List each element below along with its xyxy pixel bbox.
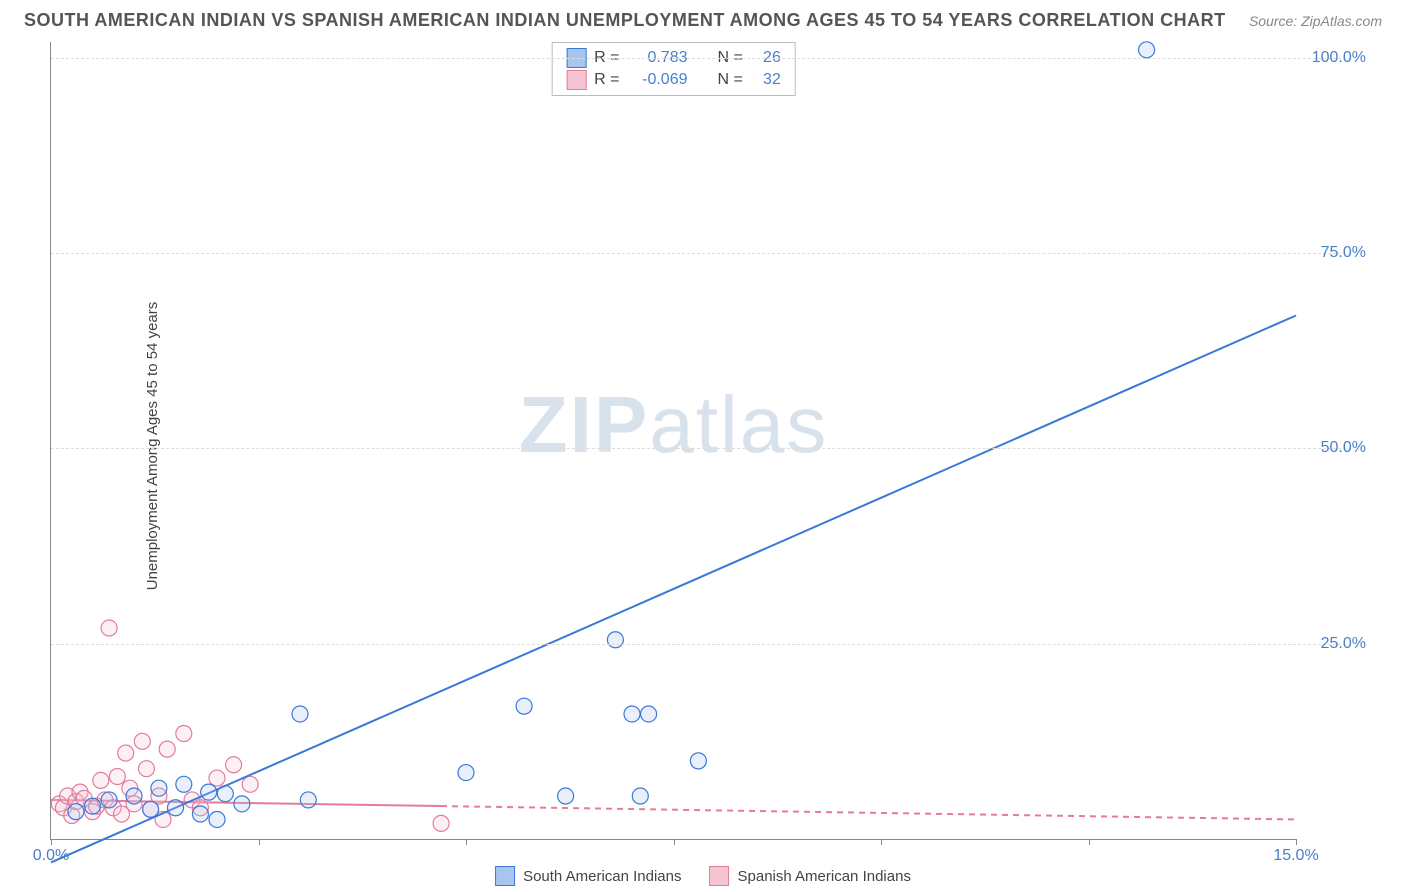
x-tick: [51, 839, 52, 845]
legend-swatch-b: [710, 866, 730, 886]
stat-n-value: 32: [751, 71, 781, 89]
x-tick-label: 15.0%: [1273, 847, 1318, 865]
scatter-svg: [51, 42, 1296, 839]
stats-row: R = -0.069 N = 32: [552, 69, 795, 91]
legend-label-a: South American Indians: [523, 868, 681, 885]
stat-r-label: R =: [594, 71, 619, 89]
x-tick: [259, 839, 260, 845]
x-tick: [1296, 839, 1297, 845]
gridline: [51, 448, 1351, 449]
legend-item-a: South American Indians: [495, 866, 681, 886]
chart-source: Source: ZipAtlas.com: [1249, 13, 1382, 29]
y-tick-label: 25.0%: [1321, 635, 1366, 653]
y-tick-label: 50.0%: [1321, 439, 1366, 457]
y-tick-label: 75.0%: [1321, 244, 1366, 262]
stat-n-label: N =: [718, 71, 743, 89]
bottom-legend: South American Indians Spanish American …: [495, 866, 911, 886]
gridline: [51, 644, 1351, 645]
gridline: [51, 253, 1351, 254]
legend-item-b: Spanish American Indians: [710, 866, 911, 886]
legend-label-b: Spanish American Indians: [738, 868, 911, 885]
x-tick-label: 0.0%: [33, 847, 69, 865]
y-tick-label: 100.0%: [1312, 49, 1366, 67]
stat-r-value: -0.069: [628, 71, 688, 89]
stats-box: R =0.783N =26R =-0.069N =32: [551, 42, 796, 96]
chart-plot-area: ZIPatlas R =0.783N =26R =-0.069N =32 25.…: [50, 42, 1296, 840]
gridline: [51, 58, 1351, 59]
chart-title: SOUTH AMERICAN INDIAN VS SPANISH AMERICA…: [24, 10, 1226, 31]
x-tick: [466, 839, 467, 845]
x-tick: [881, 839, 882, 845]
legend-swatch-a: [495, 866, 515, 886]
x-tick: [674, 839, 675, 845]
chart-header: SOUTH AMERICAN INDIAN VS SPANISH AMERICA…: [0, 0, 1406, 35]
stats-swatch: [566, 70, 586, 90]
x-tick: [1089, 839, 1090, 845]
